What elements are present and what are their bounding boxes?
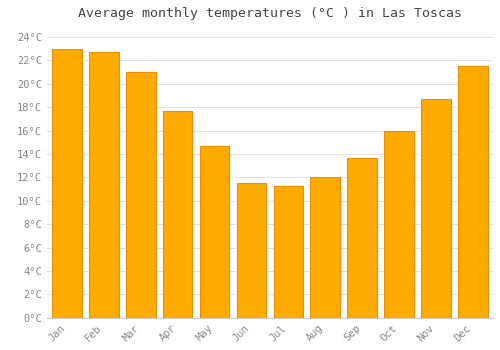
Bar <box>52 49 82 318</box>
Bar <box>421 99 450 318</box>
Bar <box>274 186 303 318</box>
Bar <box>310 177 340 318</box>
Bar <box>163 111 192 318</box>
Bar <box>236 183 266 318</box>
Bar <box>458 66 488 318</box>
Bar <box>126 72 156 318</box>
Bar <box>89 52 118 318</box>
Bar <box>200 146 230 318</box>
Title: Average monthly temperatures (°C ) in Las Toscas: Average monthly temperatures (°C ) in La… <box>78 7 462 20</box>
Bar <box>348 158 377 318</box>
Bar <box>384 131 414 318</box>
